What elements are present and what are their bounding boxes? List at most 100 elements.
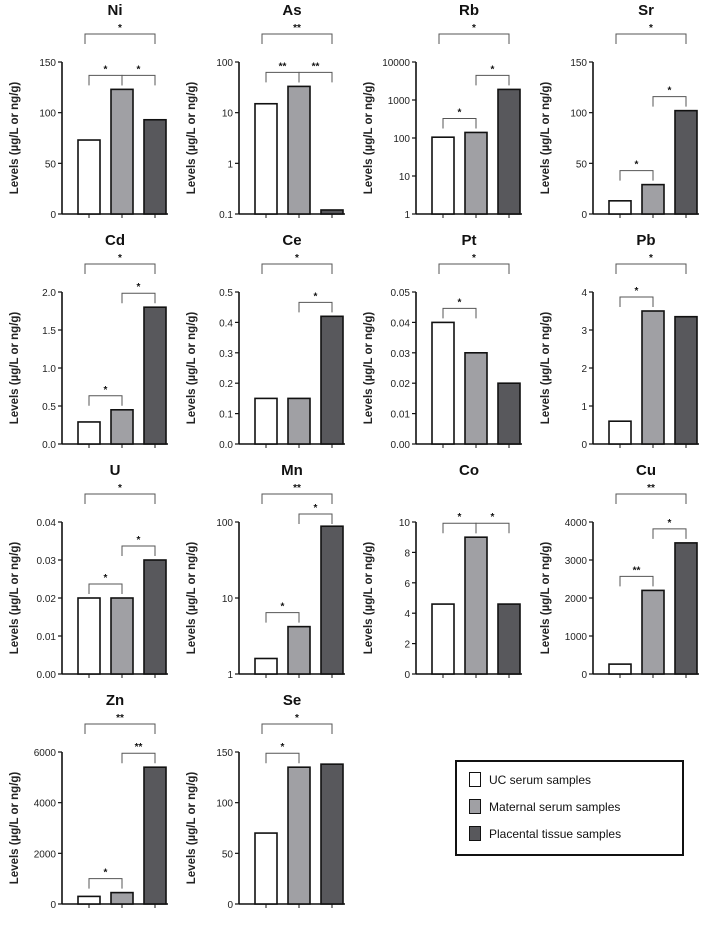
significance-bracket	[298, 71, 333, 83]
y-axis-label: Levels (µg/L or ng/g)	[186, 542, 198, 655]
significance-label: *	[458, 512, 462, 523]
bar-maternal	[641, 589, 665, 675]
significance-label: *	[314, 503, 318, 514]
legend-item-maternal: Maternal serum samples	[469, 793, 682, 820]
significance-bracket	[121, 545, 156, 556]
significance-label: *	[104, 573, 108, 584]
significance-label: **	[279, 61, 287, 72]
significance-label: *	[118, 253, 122, 264]
bar-uc	[254, 657, 278, 675]
y-axis-label: Levels (µg/L or ng/g)	[186, 312, 198, 425]
significance-bracket	[442, 117, 477, 129]
bar-placental	[320, 763, 344, 905]
chart-cd: Cd Levels (µg/L or ng/g) 0.0 0.5 1.0 1.5 2.0 * *…	[0, 230, 177, 460]
y-tick-label: 0	[227, 900, 233, 911]
y-tick-label: 0.5	[42, 402, 56, 413]
chart-rb: Rb Levels (µg/L or ng/g) 1 10 100 1000 10000 * *…	[354, 0, 531, 230]
significance-bracket	[652, 96, 687, 107]
y-tick-label: 0.0	[219, 440, 233, 451]
y-tick-label: 100	[39, 109, 56, 120]
y-axis-label: Levels (µg/L or ng/g)	[363, 542, 375, 655]
bar-placental	[320, 315, 344, 445]
bar-maternal	[641, 310, 665, 445]
chart-title: Zn	[106, 692, 124, 709]
y-tick-label: 6000	[34, 748, 57, 759]
significance-label: *	[137, 282, 141, 293]
y-tick-label: 0	[581, 440, 587, 451]
significance-label: *	[118, 23, 122, 34]
y-tick-label: 1	[227, 670, 233, 681]
significance-label: *	[668, 86, 672, 97]
y-tick-label: 150	[216, 748, 233, 759]
bar-maternal	[110, 891, 134, 905]
bar-maternal	[464, 131, 488, 215]
significance-bracket	[88, 74, 123, 86]
y-tick-label: 1	[581, 402, 587, 413]
significance-bracket	[261, 493, 333, 504]
chart-zn: Zn Levels (µg/L or ng/g) 0 2000 4000 6000 * ** *…	[0, 690, 177, 920]
bar-uc	[254, 832, 278, 905]
chart-title: Sr	[638, 2, 654, 19]
y-tick-label: 0.04	[391, 318, 411, 329]
y-tick-label: 0.03	[37, 556, 57, 567]
bar-uc	[254, 102, 278, 215]
bar-maternal	[110, 88, 134, 215]
chart-as: As Levels (µg/L or ng/g) 0.1 1 10 100 ** ** **	[177, 0, 354, 230]
bar-uc	[254, 397, 278, 445]
bar-uc	[608, 663, 632, 675]
significance-bracket	[475, 74, 510, 86]
y-tick-label: 100	[570, 109, 587, 120]
bar-uc	[77, 597, 101, 675]
y-tick-label: 1000	[565, 632, 588, 643]
bar-maternal	[287, 397, 311, 445]
legend-label: UC serum samples	[489, 772, 592, 787]
significance-label: **	[633, 565, 641, 576]
y-tick-label: 0.4	[219, 318, 233, 329]
bar-maternal	[464, 352, 488, 445]
significance-bracket	[88, 583, 123, 594]
y-tick-label: 100	[216, 799, 233, 810]
chart-title: U	[110, 462, 121, 479]
y-tick-label: 150	[570, 58, 587, 69]
significance-bracket	[121, 292, 156, 304]
bar-placental	[143, 559, 167, 675]
significance-bracket	[265, 71, 300, 83]
bar-uc	[431, 603, 455, 675]
significance-bracket	[121, 74, 156, 86]
significance-bracket	[615, 33, 687, 44]
significance-bracket	[475, 522, 510, 534]
y-tick-label: 0.05	[391, 288, 411, 299]
y-tick-label: 8	[404, 548, 410, 559]
bar-uc	[608, 200, 632, 215]
chart-svg: Sr Levels (µg/L or ng/g) 0 50 100 150 * * *	[540, 2, 699, 221]
chart-svg: Rb Levels (µg/L or ng/g) 1 10 100 1000 10000 * *…	[363, 2, 522, 221]
y-axis-label: Levels (µg/L or ng/g)	[186, 772, 198, 885]
significance-label: *	[104, 385, 108, 396]
bar-maternal	[110, 597, 134, 675]
significance-label: *	[104, 64, 108, 75]
y-tick-label: 0.1	[219, 210, 233, 221]
y-axis-label: Levels (µg/L or ng/g)	[540, 312, 552, 425]
chart-title: Ni	[108, 2, 123, 19]
bar-uc	[77, 421, 101, 445]
significance-bracket	[84, 723, 156, 734]
significance-bracket	[84, 33, 156, 44]
chart-svg: Cd Levels (µg/L or ng/g) 0.0 0.5 1.0 1.5 2.0 * *…	[9, 232, 168, 451]
y-tick-label: 100	[393, 134, 410, 145]
y-tick-label: 4	[581, 288, 587, 299]
significance-bracket	[261, 723, 333, 734]
chart-cu: Cu Levels (µg/L or ng/g) 0 1000 2000 3000 4000…	[531, 460, 708, 690]
bar-maternal	[287, 85, 311, 215]
significance-label: *	[137, 64, 141, 75]
y-tick-label: 1.0	[42, 364, 56, 375]
significance-bracket	[84, 263, 156, 274]
y-tick-label: 0.1	[219, 410, 233, 421]
legend-label: Maternal serum samples	[489, 799, 621, 814]
significance-bracket	[619, 575, 654, 587]
y-axis-label: Levels (µg/L or ng/g)	[9, 542, 21, 655]
legend-label: Placental tissue samples	[489, 826, 622, 841]
bar-uc	[431, 136, 455, 215]
bar-maternal	[287, 625, 311, 675]
significance-label: *	[635, 286, 639, 297]
y-tick-label: 0	[50, 210, 56, 221]
